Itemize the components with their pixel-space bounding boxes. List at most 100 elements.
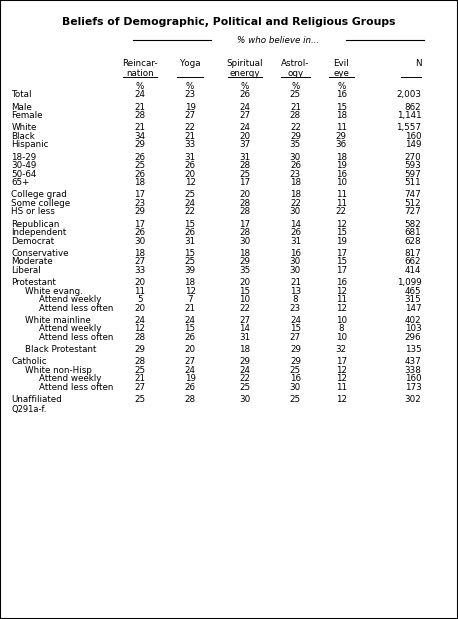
Text: Conservative: Conservative bbox=[11, 249, 69, 258]
Text: 12: 12 bbox=[336, 395, 347, 404]
Text: White non-Hisp: White non-Hisp bbox=[25, 366, 92, 375]
Text: 30: 30 bbox=[290, 266, 301, 275]
Text: 14: 14 bbox=[240, 324, 251, 334]
Text: 15: 15 bbox=[240, 287, 251, 296]
Text: 20: 20 bbox=[185, 345, 196, 354]
Text: Reincar-
nation: Reincar- nation bbox=[122, 59, 158, 79]
Text: Unaffiliated: Unaffiliated bbox=[11, 395, 62, 404]
Text: 26: 26 bbox=[290, 228, 301, 237]
Text: 628: 628 bbox=[405, 236, 421, 246]
Text: HS or less: HS or less bbox=[11, 207, 55, 217]
Text: 18: 18 bbox=[134, 249, 145, 258]
Text: %: % bbox=[136, 82, 144, 91]
Text: 18: 18 bbox=[134, 178, 145, 187]
Text: 27: 27 bbox=[240, 111, 251, 120]
Text: Astrol-
ogy: Astrol- ogy bbox=[281, 59, 310, 79]
Text: %: % bbox=[186, 82, 194, 91]
Text: 103: 103 bbox=[404, 324, 421, 334]
Text: 10: 10 bbox=[336, 333, 347, 342]
Text: 26: 26 bbox=[134, 170, 145, 179]
Text: 12: 12 bbox=[336, 304, 347, 313]
Text: 28: 28 bbox=[290, 111, 301, 120]
Text: 35: 35 bbox=[240, 266, 251, 275]
Text: 25: 25 bbox=[134, 161, 145, 170]
Text: 29: 29 bbox=[290, 345, 301, 354]
Text: 17: 17 bbox=[134, 191, 145, 199]
Text: 26: 26 bbox=[240, 90, 251, 100]
Text: 19: 19 bbox=[336, 236, 347, 246]
Text: Black: Black bbox=[11, 132, 35, 141]
Text: Some college: Some college bbox=[11, 199, 71, 208]
Text: 21: 21 bbox=[290, 103, 301, 111]
Text: 26: 26 bbox=[185, 383, 196, 392]
Text: 11: 11 bbox=[336, 123, 347, 132]
Text: 597: 597 bbox=[404, 170, 421, 179]
Text: Spiritual
energy: Spiritual energy bbox=[227, 59, 263, 79]
Text: Female: Female bbox=[11, 111, 43, 120]
Text: Hispanic: Hispanic bbox=[11, 141, 49, 149]
Text: 21: 21 bbox=[185, 132, 196, 141]
Text: 16: 16 bbox=[290, 249, 301, 258]
Text: 33: 33 bbox=[134, 266, 145, 275]
Text: White: White bbox=[11, 123, 37, 132]
Text: 21: 21 bbox=[290, 278, 301, 287]
Text: 20: 20 bbox=[240, 132, 251, 141]
Text: 24: 24 bbox=[134, 316, 145, 325]
Text: 7: 7 bbox=[187, 295, 193, 304]
Text: 402: 402 bbox=[405, 316, 421, 325]
Text: 16: 16 bbox=[336, 90, 347, 100]
Text: 35: 35 bbox=[290, 141, 301, 149]
Text: 30: 30 bbox=[290, 258, 301, 266]
Text: %: % bbox=[291, 82, 300, 91]
Text: 17: 17 bbox=[336, 266, 347, 275]
Text: 173: 173 bbox=[404, 383, 421, 392]
Text: 26: 26 bbox=[185, 161, 196, 170]
Text: 25: 25 bbox=[185, 258, 196, 266]
Text: 26: 26 bbox=[134, 153, 145, 162]
Text: 18: 18 bbox=[336, 111, 347, 120]
Text: Republican: Republican bbox=[11, 220, 60, 228]
Text: 414: 414 bbox=[405, 266, 421, 275]
Text: 28: 28 bbox=[134, 357, 145, 366]
Text: 11: 11 bbox=[336, 295, 347, 304]
Text: 18: 18 bbox=[240, 249, 251, 258]
Text: 135: 135 bbox=[404, 345, 421, 354]
Text: 1,557: 1,557 bbox=[396, 123, 421, 132]
Text: 12: 12 bbox=[336, 374, 347, 383]
Text: 22: 22 bbox=[336, 207, 347, 217]
Text: 24: 24 bbox=[185, 366, 196, 375]
Text: 21: 21 bbox=[134, 103, 145, 111]
Text: 26: 26 bbox=[290, 161, 301, 170]
Text: 862: 862 bbox=[405, 103, 421, 111]
Text: 29: 29 bbox=[240, 258, 251, 266]
Text: 21: 21 bbox=[134, 123, 145, 132]
Text: 15: 15 bbox=[290, 324, 301, 334]
Text: 26: 26 bbox=[134, 228, 145, 237]
Text: 24: 24 bbox=[240, 103, 251, 111]
Text: 31: 31 bbox=[290, 236, 301, 246]
Text: Attend weekly: Attend weekly bbox=[39, 374, 101, 383]
Text: 65+: 65+ bbox=[11, 178, 30, 187]
Text: 29: 29 bbox=[134, 141, 145, 149]
Text: 50-64: 50-64 bbox=[11, 170, 37, 179]
Text: Liberal: Liberal bbox=[11, 266, 41, 275]
Text: 25: 25 bbox=[134, 395, 145, 404]
Text: 15: 15 bbox=[185, 249, 196, 258]
Text: 296: 296 bbox=[405, 333, 421, 342]
Text: 23: 23 bbox=[290, 304, 301, 313]
Text: 24: 24 bbox=[134, 90, 145, 100]
Text: 28: 28 bbox=[240, 161, 251, 170]
Text: 465: 465 bbox=[405, 287, 421, 296]
Text: Independent: Independent bbox=[11, 228, 67, 237]
Text: Evil
eye: Evil eye bbox=[333, 59, 349, 79]
Text: 12: 12 bbox=[336, 287, 347, 296]
Text: 24: 24 bbox=[185, 199, 196, 208]
Text: Catholic: Catholic bbox=[11, 357, 47, 366]
Text: Democrat: Democrat bbox=[11, 236, 55, 246]
Text: 23: 23 bbox=[134, 199, 145, 208]
Text: 18: 18 bbox=[290, 191, 301, 199]
Text: 10: 10 bbox=[336, 316, 347, 325]
Text: 1,099: 1,099 bbox=[397, 278, 421, 287]
Text: 15: 15 bbox=[336, 228, 347, 237]
Text: 15: 15 bbox=[185, 220, 196, 228]
